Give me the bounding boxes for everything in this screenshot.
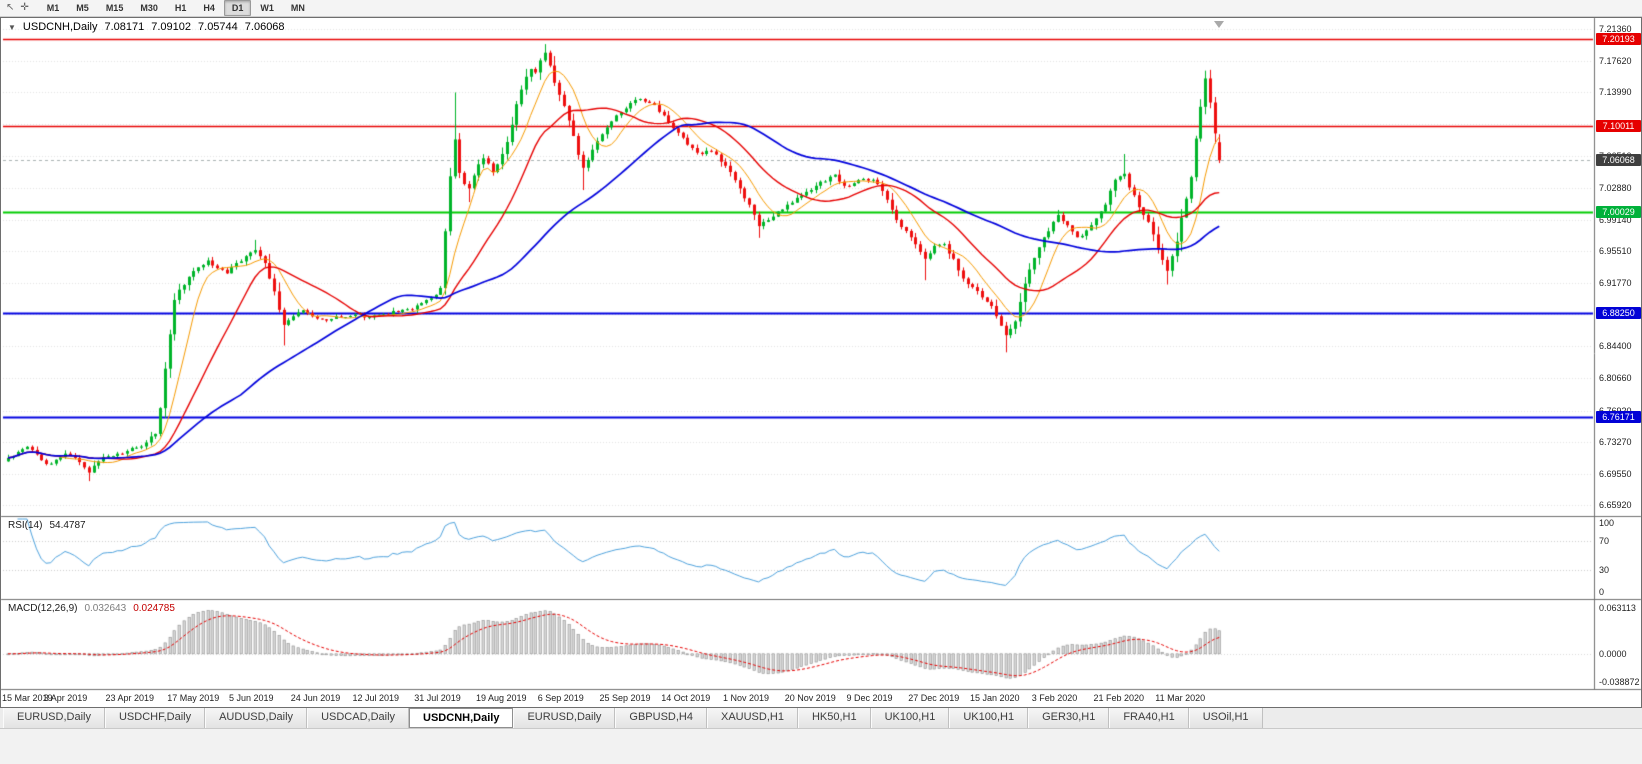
timeframe-button-d1[interactable]: D1 xyxy=(223,0,252,16)
timeframe-button-m30[interactable]: M30 xyxy=(140,3,158,13)
cursor-icon[interactable]: ↖ xyxy=(6,2,15,13)
crosshair-icon[interactable]: ✛ xyxy=(20,2,29,13)
chart-tab-ger30-h1[interactable]: GER30,H1 xyxy=(1028,708,1110,728)
chart-tab-usdchf-daily[interactable]: USDCHF,Daily xyxy=(104,708,206,728)
chart-tab-usdcnh-daily[interactable]: USDCNH,Daily xyxy=(409,708,514,728)
chart-tab-fra40-h1[interactable]: FRA40,H1 xyxy=(1109,708,1189,728)
timeframe-button-h4[interactable]: H4 xyxy=(203,3,215,13)
chart-tab-bar: EURUSD,Daily USDCHF,Daily AUDUSD,Daily USDC… xyxy=(0,708,1642,729)
chart-tab-eurusd-daily[interactable]: EURUSD,Daily xyxy=(3,708,105,728)
chart-tab-eurusd-daily[interactable]: EURUSD,Daily xyxy=(513,708,616,728)
chart-tab-usdcad-daily[interactable]: USDCAD,Daily xyxy=(307,708,410,728)
chart-tab-hk50-h1[interactable]: HK50,H1 xyxy=(797,708,871,728)
bottom-filler xyxy=(0,729,1642,764)
chart-tab-uk100-h1[interactable]: UK100,H1 xyxy=(949,708,1029,728)
timeframe-button-w1[interactable]: W1 xyxy=(260,3,274,13)
timeframe-button-h1[interactable]: H1 xyxy=(174,3,187,13)
timeframe-button-m5[interactable]: M5 xyxy=(76,3,89,13)
chart-tab-xauusd-h1[interactable]: XAUUSD,H1 xyxy=(706,708,798,728)
timeframe-button-mn[interactable]: MN xyxy=(290,3,305,13)
chart-tab-gbpusd-h4[interactable]: GBPUSD,H4 xyxy=(615,708,707,728)
timeframe-buttons: M1 M5 M15 M30 H1 H4 D1 W1 MN xyxy=(39,0,313,16)
timeframe-button-m1[interactable]: M1 xyxy=(46,3,60,13)
chart-tab-audusd-daily[interactable]: AUDUSD,Daily xyxy=(205,708,308,728)
timeframe-button-m15[interactable]: M15 xyxy=(105,3,124,13)
timeframe-toolbar: ↖ ✛ M1 M5 M15 M30 H1 H4 D1 W1 MN xyxy=(0,0,1642,17)
chart-tab-uk100-h1[interactable]: UK100,H1 xyxy=(870,708,950,728)
chart-tab-usoil-h1[interactable]: USOil,H1 xyxy=(1188,708,1263,728)
